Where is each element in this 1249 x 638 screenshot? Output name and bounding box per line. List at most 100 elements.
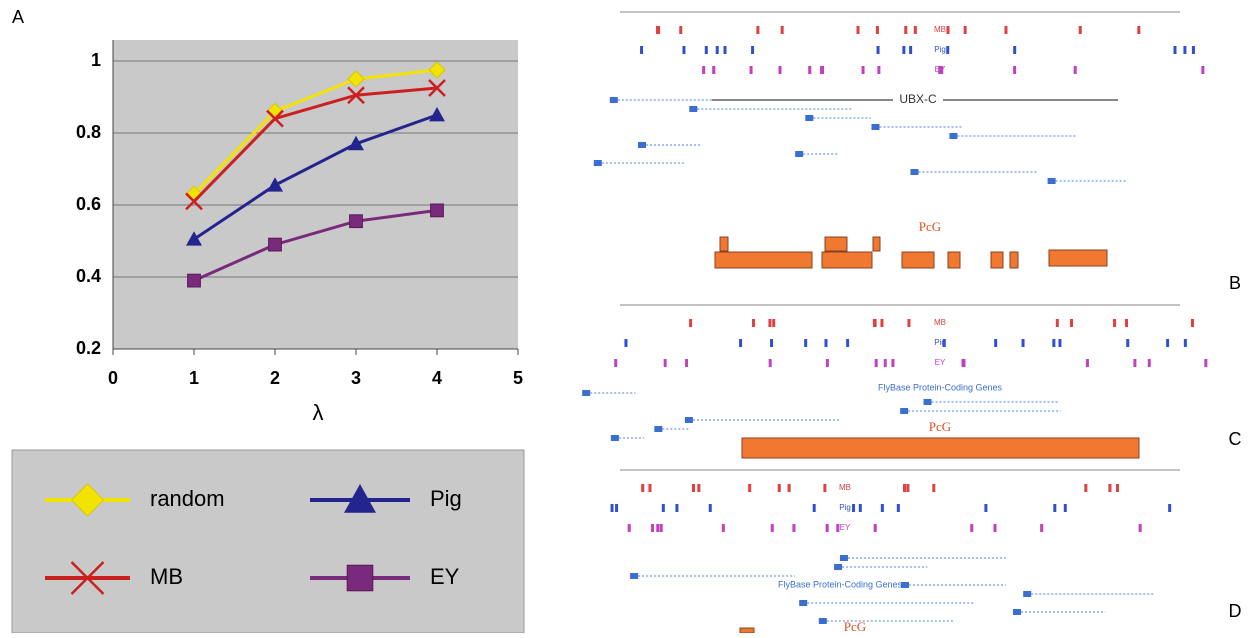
track-feature [904, 26, 907, 34]
track-feature [891, 359, 894, 367]
exon [594, 160, 602, 166]
track-feature [675, 504, 678, 512]
track-feature [880, 319, 883, 327]
track-feature [1191, 319, 1194, 327]
exon [901, 582, 909, 588]
domain-label: PcG [844, 619, 866, 633]
track-feature [615, 504, 618, 512]
track-feature [614, 359, 617, 367]
track-feature [716, 46, 719, 54]
legend-label: random [150, 486, 225, 511]
track-feature [1133, 359, 1136, 367]
track-feature [722, 524, 725, 532]
pcg-domain [740, 628, 754, 633]
track-feature [970, 524, 973, 532]
track-feature [1126, 339, 1129, 347]
track-feature [1108, 484, 1111, 492]
track-feature [689, 319, 692, 327]
track-feature [1064, 504, 1067, 512]
track-feature [906, 484, 909, 492]
track-feature [902, 46, 905, 54]
track-feature [1173, 46, 1176, 54]
track-feature [788, 484, 791, 492]
plot-area [113, 40, 518, 349]
track-label: MB [934, 318, 946, 327]
track-label: MB [934, 25, 946, 34]
exon [689, 106, 697, 112]
exon [834, 564, 842, 570]
gene-track-label: FlyBase Protein-Coding Genes [878, 382, 1003, 392]
track-feature [914, 26, 917, 34]
track-feature [820, 66, 823, 74]
exon [1013, 609, 1021, 615]
exon [610, 97, 618, 103]
track-feature [723, 46, 726, 54]
track-feature [964, 26, 967, 34]
exon [654, 426, 662, 432]
track-feature [943, 339, 946, 347]
x-tick-label: 5 [513, 368, 523, 388]
exon [582, 390, 590, 396]
region-label: UBX-C [899, 92, 937, 106]
y-tick-label: 0.6 [76, 194, 101, 214]
exon [871, 124, 879, 130]
track-feature [778, 484, 781, 492]
legend-label: Pig [430, 486, 462, 511]
track-feature [771, 524, 774, 532]
exon [1048, 178, 1056, 184]
track-feature [1192, 46, 1195, 54]
track-feature [903, 484, 906, 492]
track-feature [874, 524, 877, 532]
track-feature [994, 524, 997, 532]
track-feature [770, 339, 773, 347]
track-feature [662, 504, 665, 512]
track-feature [1166, 339, 1169, 347]
track-feature [846, 339, 849, 347]
track-feature [1079, 26, 1082, 34]
track-feature [946, 26, 949, 34]
track-feature [660, 524, 663, 532]
track-feature [692, 484, 695, 492]
track-label: Pig [934, 45, 946, 54]
track-feature [881, 504, 884, 512]
track-feature [750, 66, 753, 74]
track-feature [856, 26, 859, 34]
y-tick-label: 0.2 [76, 338, 101, 358]
y-tick-label: 0.8 [76, 122, 101, 142]
pcg-domain [822, 252, 872, 268]
exon [949, 133, 957, 139]
track-feature [1058, 339, 1061, 347]
track-feature [1168, 504, 1171, 512]
exon [685, 417, 693, 423]
track-feature [1139, 524, 1142, 532]
exon [799, 600, 807, 606]
exon [611, 435, 619, 441]
track-feature [813, 504, 816, 512]
track-feature [1204, 359, 1207, 367]
legend-label: EY [430, 564, 460, 589]
panel-label: D [1229, 601, 1242, 621]
track-feature [739, 339, 742, 347]
track-feature [1184, 339, 1187, 347]
track-feature [1013, 46, 1016, 54]
pcg-domain [991, 252, 1003, 268]
track-feature [769, 359, 772, 367]
pcg-domain [720, 237, 728, 251]
exon [910, 169, 918, 175]
y-tick-label: 0.4 [76, 266, 101, 286]
track-feature [826, 359, 829, 367]
track-feature [823, 484, 826, 492]
track-feature [641, 484, 644, 492]
track-feature [611, 504, 614, 512]
track-feature [1004, 26, 1007, 34]
track-feature [702, 66, 705, 74]
track-feature [1084, 484, 1087, 492]
track-feature [1052, 339, 1055, 347]
track-feature [994, 339, 997, 347]
pcg-domain [873, 237, 880, 251]
track-feature [1125, 319, 1128, 327]
track-label: EY [840, 523, 851, 532]
track-feature [628, 524, 631, 532]
exon [1023, 591, 1031, 597]
track-feature [756, 26, 759, 34]
